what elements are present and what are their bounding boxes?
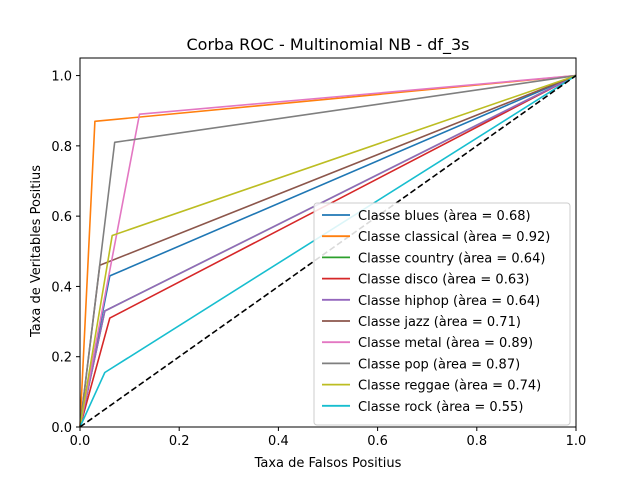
roc-curve-7	[79, 74, 577, 428]
y-axis-label: Taxa de Veritables Positius	[29, 165, 44, 338]
legend-entry-3: Classe disco (àrea = 0.63)	[358, 273, 529, 288]
roc-curve-3	[79, 74, 577, 428]
legend-entry-5: Classe jazz (àrea = 0.71)	[358, 315, 521, 330]
y-tick-label: 0.8	[51, 140, 72, 155]
x-axis-label: Taxa de Falsos Positius	[254, 456, 402, 471]
legend-entry-7: Classe pop (àrea = 0.87)	[358, 357, 520, 372]
y-tick-label: 0.6	[51, 210, 72, 225]
legend-entry-1: Classe classical (àrea = 0.92)	[358, 230, 550, 245]
y-tick-label: 0.0	[51, 421, 72, 436]
x-tick-label: 0.0	[70, 434, 91, 449]
x-tick-label: 1.0	[566, 434, 587, 449]
plot-frame	[79, 57, 577, 428]
x-tick-label: 0.4	[268, 434, 289, 449]
legend-entry-2: Classe country (àrea = 0.64)	[358, 251, 545, 266]
plot-lines	[79, 74, 577, 428]
roc-curve-9	[79, 74, 577, 428]
chart-title: Corba ROC - Multinomial NB - df_3s	[186, 35, 469, 55]
legend-box	[313, 202, 571, 426]
axes: 0.0 0.2 0.4 0.6 0.8 1.0 0.0 0.2 0.4 0.6 0.8 1.0	[51, 57, 587, 449]
x-tick-label: 0.8	[466, 434, 487, 449]
roc-curve-4	[79, 74, 577, 428]
x-tick-label: 0.6	[367, 434, 388, 449]
roc-curve-1	[79, 74, 577, 428]
legend-entry-0: Classe blues (àrea = 0.68)	[358, 209, 531, 224]
roc-curve-6	[79, 74, 577, 428]
diagonal-reference-line	[79, 74, 577, 428]
y-tick-label: 0.2	[51, 351, 72, 366]
legend: Classe blues (àrea = 0.68) Classe classic…	[313, 202, 571, 426]
y-tick-label: 0.4	[51, 280, 72, 295]
x-tick-label: 0.2	[169, 434, 190, 449]
y-tick-label: 1.0	[51, 70, 72, 85]
roc-curve-8	[79, 74, 577, 428]
legend-entry-6: Classe metal (àrea = 0.89)	[358, 336, 533, 351]
legend-entry-9: Classe rock (àrea = 0.55)	[358, 400, 523, 415]
legend-entry-4: Classe hiphop (àrea = 0.64)	[358, 294, 540, 309]
legend-entry-8: Classe reggae (àrea = 0.74)	[358, 379, 541, 394]
